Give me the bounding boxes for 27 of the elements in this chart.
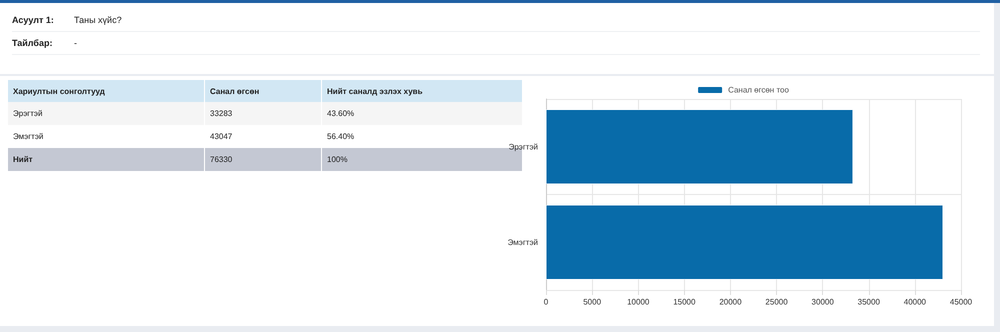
x-tick-label: 0	[544, 298, 549, 306]
text: -	[74, 38, 77, 48]
x-tick-label: 35000	[858, 298, 880, 306]
text: Тайлбар:	[12, 38, 54, 48]
text: Нийт	[8, 148, 204, 171]
text: 33283	[204, 102, 322, 125]
text: Нийт саналд эзлэх хувь	[322, 80, 522, 102]
text: 56.40%	[327, 132, 354, 141]
x-tick-label: 20000	[719, 298, 742, 306]
x-tick-label: 30000	[812, 298, 834, 306]
text: 100%	[327, 155, 348, 164]
legend-label: Санал өгсөн тоо	[728, 86, 790, 94]
x-tick-label: 5000	[583, 298, 602, 306]
text: Асуулт 1:	[12, 15, 55, 25]
x-tick-label: 15000	[673, 298, 696, 306]
text: Хариултын сонголтууд	[8, 80, 204, 102]
text: 76330	[204, 148, 322, 171]
text: 43047	[204, 125, 322, 148]
x-tick-label: 25000	[765, 298, 788, 306]
text: Эмэгтэй	[8, 125, 204, 148]
x-tick-label: 10000	[627, 298, 650, 306]
text: Эрэгтэй	[8, 102, 204, 125]
text: Санал өгсөн	[204, 80, 322, 102]
text: Таны хүйс?	[74, 15, 122, 25]
text: 43.60%	[322, 102, 522, 125]
x-tick-label: 40000	[904, 298, 927, 306]
x-tick-label: 45000	[950, 298, 973, 306]
